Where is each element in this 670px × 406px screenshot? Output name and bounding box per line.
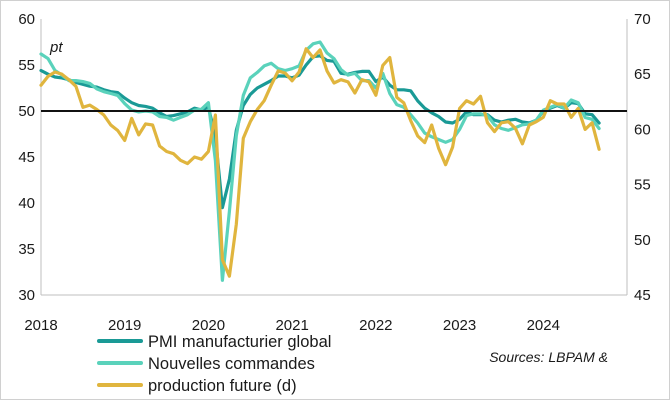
legend-label-3: production future (d) bbox=[148, 377, 297, 395]
x-tick-label: 2023 bbox=[443, 317, 476, 334]
x-tick-label: 2022 bbox=[359, 317, 392, 334]
left-tick-label: 55 bbox=[18, 57, 35, 74]
left-tick-label: 30 bbox=[18, 287, 35, 304]
right-tick-label: 45 bbox=[634, 287, 651, 304]
left-tick-label: 60 bbox=[18, 11, 35, 28]
x-tick-label: 2018 bbox=[24, 317, 57, 334]
legend-label-1: PMI manufacturier global bbox=[148, 333, 331, 351]
x-tick-label: 2019 bbox=[108, 317, 141, 334]
right-tick-label: 65 bbox=[634, 66, 651, 83]
x-tick-label: 2020 bbox=[192, 317, 225, 334]
right-tick-label: 60 bbox=[634, 121, 651, 138]
legend-label-2: Nouvelles commandes bbox=[148, 355, 315, 373]
x-tick-label: 2021 bbox=[275, 317, 308, 334]
left-axis-ticks: 30 35 40 45 50 55 60 bbox=[18, 11, 35, 304]
series-line-2 bbox=[39, 40, 601, 282]
series-layer bbox=[39, 40, 601, 282]
x-tick-label: 2024 bbox=[527, 317, 560, 334]
legend: PMI manufacturier global Nouvelles comman… bbox=[97, 333, 331, 395]
left-tick-label: 45 bbox=[18, 149, 35, 166]
x-axis-ticks: 2018 2019 2020 2021 2022 2023 2024 bbox=[24, 317, 560, 334]
left-tick-label: 50 bbox=[18, 103, 35, 120]
series-line-3 bbox=[39, 47, 601, 278]
plot-area: 30 35 40 45 50 55 60 45 50 55 60 65 70 2018 2019 2020… bbox=[18, 11, 650, 334]
right-tick-label: 70 bbox=[634, 11, 651, 28]
left-tick-label: 35 bbox=[18, 241, 35, 258]
source-note: Sources: LBPAM & bbox=[489, 349, 608, 365]
right-tick-label: 50 bbox=[634, 232, 651, 249]
right-axis-ticks: 45 50 55 60 65 70 bbox=[634, 11, 651, 304]
right-tick-label: 55 bbox=[634, 177, 651, 194]
unit-label: pt bbox=[49, 39, 63, 56]
left-tick-label: 40 bbox=[18, 195, 35, 212]
